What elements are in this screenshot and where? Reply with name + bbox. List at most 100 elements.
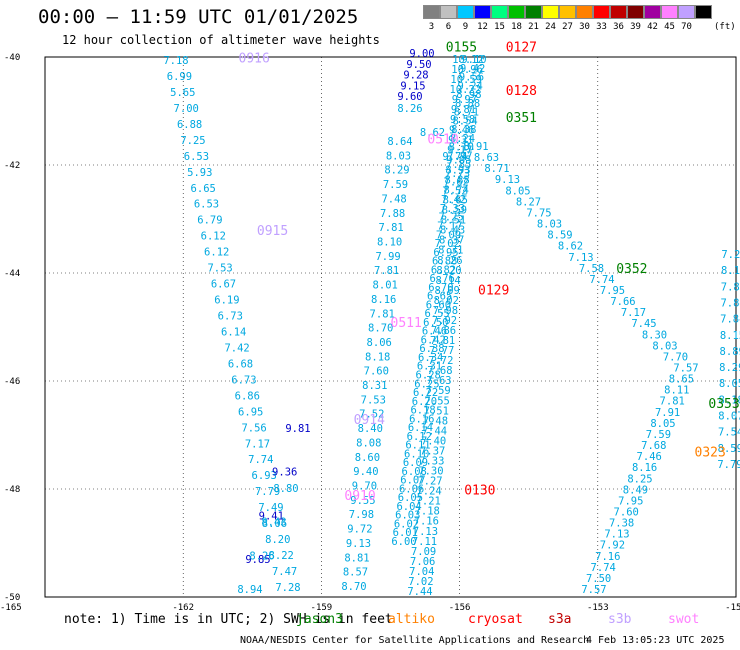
wave-height-value: 7.42 xyxy=(224,343,249,355)
wave-height-value: 9.00 xyxy=(409,48,434,60)
wave-height-value: 8.43 xyxy=(440,225,465,237)
pass-time-label: 0323 xyxy=(695,446,726,461)
wave-height-value: 7.21 xyxy=(416,496,441,508)
wave-height-value: 6.65 xyxy=(427,291,452,303)
wave-height-value: 9.55 xyxy=(350,495,375,507)
wave-height-value: 8.40 xyxy=(358,423,383,435)
wave-height-value: 7.40 xyxy=(421,435,446,447)
wave-height-value: 7.57 xyxy=(581,584,606,596)
wave-height-value: 8.88 xyxy=(444,175,469,187)
color-scale-labels: 3 6 9 12 15 18 21 24 27 30 33 36 39 42 45 70 xyxy=(423,22,712,32)
wave-height-value: 7.55 xyxy=(425,395,450,407)
wave-height-value: 8.05 xyxy=(505,185,530,197)
wave-height-value: 9.17 xyxy=(447,144,472,156)
wave-height-value: 7.95 xyxy=(600,285,625,297)
latitude-label: -46 xyxy=(4,377,20,387)
wave-height-value: 7.81 xyxy=(374,265,399,277)
pass-time-label: 0129 xyxy=(478,284,509,299)
wave-height-value: 9.97 xyxy=(452,94,477,106)
wave-height-value: 7.18 xyxy=(163,55,188,67)
wave-height-value: 7.68 xyxy=(641,440,666,452)
wave-height-value: 9.28 xyxy=(403,70,428,82)
wave-height-value: 8.24 xyxy=(450,133,475,145)
wave-height-value: 9.85 xyxy=(245,554,270,566)
wave-height-value: 7.91 xyxy=(655,407,680,419)
satellite-cryosat: cryosat xyxy=(468,612,523,627)
wave-height-value: 8.03 xyxy=(537,219,562,231)
wave-height-value: 7.30 xyxy=(418,466,443,478)
wave-height-value: 8.74 xyxy=(444,185,469,197)
color-scale-unit: (ft) xyxy=(714,22,736,32)
color-swatch xyxy=(508,5,525,19)
wave-height-value: 8.91 xyxy=(463,141,488,153)
color-swatch xyxy=(576,5,593,19)
wave-height-value: 6.73 xyxy=(231,374,256,386)
wave-height-value: 6.22 xyxy=(413,387,438,399)
wave-height-value: 6.16 xyxy=(409,413,434,425)
satellite-s3b: s3b xyxy=(608,612,632,627)
wave-height-value: 7.52 xyxy=(442,186,467,198)
latitude-label: -42 xyxy=(4,161,20,171)
wave-height-value: 6.06 xyxy=(399,483,424,495)
wave-height-value: 8.64 xyxy=(387,136,412,148)
longitude-label: -162 xyxy=(172,603,194,613)
wave-height-value: 7.33 xyxy=(419,456,444,468)
wave-height-value: 7.06 xyxy=(410,556,435,568)
wave-height-value: 8.18 xyxy=(719,394,740,406)
wave-height-value: 7.98 xyxy=(349,509,374,521)
wave-height-value: 8.31 xyxy=(362,380,387,392)
pass-time-label: 0915 xyxy=(257,224,288,239)
color-scale-label: 12 xyxy=(477,22,488,32)
wave-height-value: 8.49 xyxy=(623,484,648,496)
wave-height-value: 6.01 xyxy=(393,527,418,539)
wave-height-value: 6.12 xyxy=(407,431,432,443)
pass-time-label: 0916 xyxy=(239,51,270,66)
color-scale-swatches xyxy=(423,5,712,19)
wave-height-value: 6.18 xyxy=(410,405,435,417)
wave-height-value: 5.93 xyxy=(187,167,212,179)
color-swatch xyxy=(644,5,661,19)
wave-height-value: 8.57 xyxy=(343,567,368,579)
footer-note: note: 1) Time is in UTC; 2) SWH is in fe… xyxy=(64,612,393,627)
wave-height-value: 6.76 xyxy=(430,273,455,285)
color-scale-label: 9 xyxy=(462,22,469,32)
wave-height-value: 8.10 xyxy=(377,237,402,249)
wave-height-value: 8.98 xyxy=(456,89,481,101)
wave-height-value: 6.86 xyxy=(235,390,260,402)
altimeter-tracks: 7.18 6.99 5.65 7.00 6.88 7.25 6.53 5.93 6.65 6.53… xyxy=(163,48,740,598)
wave-height-value: 9.31 xyxy=(448,134,473,146)
wave-height-value: 8.22 xyxy=(269,550,294,562)
wave-height-value: 7.47 xyxy=(272,566,297,578)
wave-height-value: 7.81 xyxy=(370,308,395,320)
wave-height-value: 8.06 xyxy=(262,518,287,530)
wave-height-value: 9.13 xyxy=(495,174,520,186)
wave-height-value: 9.24 xyxy=(458,80,483,92)
wave-height-value: 6.46 xyxy=(422,326,447,338)
wave-height-value: 6.12 xyxy=(204,247,229,259)
pass-time-label: 0130 xyxy=(464,483,495,498)
wave-height-value: 8.15 xyxy=(720,330,740,342)
wave-height-value: 7.50 xyxy=(586,573,611,585)
wave-height-value: 7.09 xyxy=(436,229,461,241)
wave-height-value: 8.20 xyxy=(436,265,461,277)
wave-height-value: 7.77 xyxy=(429,345,454,357)
wave-height-value: 7.79 xyxy=(717,459,740,471)
wave-height-value: 6.95 xyxy=(433,247,458,259)
wave-height-value: 10.96 xyxy=(451,64,483,76)
wave-height-value: 7.79 xyxy=(255,486,280,498)
color-scale-label: 70 xyxy=(681,22,692,32)
wave-height-value: 9.81 xyxy=(451,104,476,116)
wave-height-value: 8.70 xyxy=(368,323,393,335)
wave-height-value: 7.88 xyxy=(380,208,405,220)
latitude-label: -48 xyxy=(4,485,20,495)
wave-height-value: 6.93 xyxy=(252,470,277,482)
wave-height-value: 6.25 xyxy=(414,378,439,390)
color-scale-label: 45 xyxy=(664,22,675,32)
wave-height-value: 9.15 xyxy=(400,80,425,92)
color-scale-label: 15 xyxy=(494,22,505,32)
pass-time-labels: 0916 0915 0914 0910 0511 0510 0155 0127 0128 0351… xyxy=(239,41,740,504)
wave-height-value: 8.26 xyxy=(437,255,462,267)
wave-height-value: 7.74 xyxy=(589,274,614,286)
wave-height-value: 6.05 xyxy=(398,492,423,504)
wave-height-value: 6.14 xyxy=(408,422,433,434)
